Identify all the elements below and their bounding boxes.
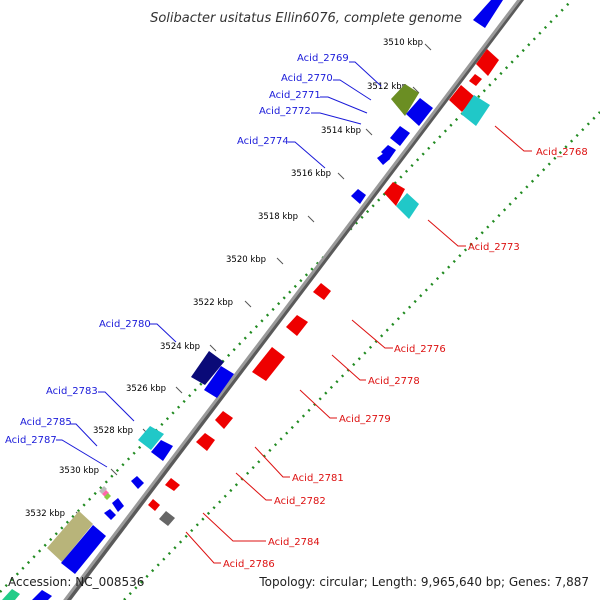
gene-label[interactable]: Acid_2773 [468, 242, 520, 253]
gene-label[interactable]: Acid_2769 [297, 53, 349, 64]
gene-feature[interactable] [102, 490, 109, 497]
tick-label: 3526 kbp [126, 384, 166, 394]
gene-label[interactable]: Acid_2782 [274, 496, 326, 507]
gene-feature[interactable] [104, 493, 111, 500]
gene-label[interactable]: Acid_2774 [237, 136, 289, 147]
gene-feature[interactable] [449, 85, 475, 112]
reverse-leader-lines [185, 125, 532, 564]
gene-feature[interactable] [191, 351, 224, 385]
gene-label[interactable]: Acid_2784 [268, 537, 320, 548]
gene-feature[interactable] [252, 347, 285, 381]
gene-label[interactable]: Acid_2781 [292, 473, 344, 484]
tick-label: 3530 kbp [59, 466, 99, 476]
gene-label[interactable]: Acid_2787 [5, 435, 57, 446]
gene-label[interactable]: Acid_2771 [269, 90, 321, 101]
gene-feature[interactable] [286, 315, 308, 336]
gene-feature[interactable] [391, 84, 419, 116]
genome-summary-text: Topology: circular; Length: 9,965,640 bp… [258, 575, 589, 589]
tick-label: 3524 kbp [160, 342, 200, 352]
gene-feature[interactable] [351, 189, 366, 204]
reverse-gene-labels: Acid_2768 Acid_2773 Acid_2776 Acid_2778 … [223, 147, 588, 570]
gene-feature[interactable] [138, 426, 164, 450]
gene-feature[interactable] [151, 440, 173, 461]
tick-marks [75, 43, 432, 519]
tick-label: 3516 kbp [291, 169, 331, 179]
gene-feature[interactable] [396, 193, 419, 219]
tick-label: 3522 kbp [193, 298, 233, 308]
forward-gene-labels: Acid_2769 Acid_2770 Acid_2771 Acid_2772 … [5, 53, 349, 446]
gene-feature[interactable] [131, 476, 144, 489]
gene-feature[interactable] [196, 433, 215, 451]
gene-label[interactable]: Acid_2776 [394, 344, 446, 355]
gene-feature[interactable] [2, 589, 20, 600]
gene-feature[interactable] [476, 49, 499, 76]
reverse-features [148, 49, 499, 526]
tick-label: 3510 kbp [383, 38, 423, 48]
genome-backbone [63, 0, 521, 600]
reverse-track-dots [123, 111, 600, 600]
gene-feature[interactable] [204, 366, 234, 398]
tick-label: 3528 kbp [93, 426, 133, 436]
gene-feature[interactable] [215, 411, 233, 429]
gene-feature[interactable] [99, 486, 107, 494]
gene-label[interactable]: Acid_2780 [99, 319, 151, 330]
gene-label[interactable]: Acid_2783 [46, 386, 98, 397]
forward-track-dots [0, 0, 573, 593]
forward-features [2, 0, 503, 600]
map-title: Solibacter usitatus Ellin6076, complete … [150, 11, 462, 26]
tick-label: 3532 kbp [25, 509, 65, 519]
gene-feature[interactable] [32, 590, 52, 600]
gene-label[interactable]: Acid_2779 [339, 414, 391, 425]
gene-label[interactable]: Acid_2768 [536, 147, 588, 158]
gene-feature[interactable] [313, 283, 331, 300]
tick-labels: 3510 kbp 3512 kbp 3514 kbp 3516 kbp 3518… [25, 38, 423, 519]
tick-label: 3512 kbp [367, 82, 407, 92]
forward-leader-lines [56, 61, 382, 468]
tick-label: 3520 kbp [226, 255, 266, 265]
gene-feature[interactable] [104, 509, 116, 520]
gene-feature[interactable] [469, 74, 482, 86]
gene-feature[interactable] [461, 95, 490, 126]
gene-feature[interactable] [165, 478, 180, 491]
gene-label[interactable]: Acid_2772 [259, 106, 311, 117]
gene-label[interactable]: Acid_2770 [281, 73, 333, 84]
gene-label[interactable]: Acid_2786 [223, 559, 275, 570]
gene-feature[interactable] [47, 511, 93, 562]
gene-feature[interactable] [381, 145, 396, 160]
gene-feature[interactable] [148, 499, 160, 511]
gene-feature[interactable] [112, 498, 124, 512]
gene-feature[interactable] [61, 525, 106, 574]
gene-label[interactable]: Acid_2785 [20, 417, 72, 428]
gene-feature[interactable] [406, 98, 433, 126]
gene-label[interactable]: Acid_2778 [368, 376, 420, 387]
genome-backbone-shadow [64, 0, 525, 600]
accession-text: Accession: NC_008536 [8, 575, 144, 589]
gene-feature[interactable] [473, 0, 503, 28]
gene-feature[interactable] [159, 511, 175, 526]
tick-label: 3518 kbp [258, 212, 298, 222]
gene-feature[interactable] [377, 153, 390, 165]
tick-label: 3514 kbp [321, 126, 361, 136]
gene-feature[interactable] [390, 126, 410, 146]
gene-feature[interactable] [384, 182, 405, 206]
